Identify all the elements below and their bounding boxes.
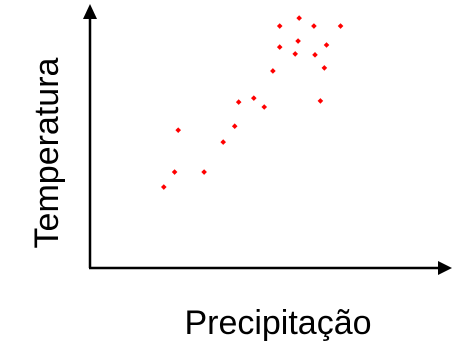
data-point bbox=[296, 15, 302, 21]
x-axis-arrowhead bbox=[438, 261, 452, 275]
data-point bbox=[175, 127, 181, 133]
data-point bbox=[201, 169, 207, 175]
data-point bbox=[323, 42, 330, 48]
data-point bbox=[317, 98, 324, 104]
data-point bbox=[235, 99, 242, 105]
data-point bbox=[321, 65, 328, 71]
x-axis-label: Precipitação bbox=[184, 304, 371, 342]
data-points bbox=[161, 15, 344, 190]
data-point bbox=[270, 68, 276, 74]
data-point bbox=[231, 123, 238, 129]
y-axis-arrowhead bbox=[83, 4, 97, 19]
data-point bbox=[220, 139, 226, 145]
data-point bbox=[311, 23, 317, 29]
data-point bbox=[171, 169, 178, 175]
data-point bbox=[292, 51, 298, 57]
data-point bbox=[251, 95, 257, 101]
data-point bbox=[295, 38, 301, 44]
data-point bbox=[261, 104, 268, 110]
data-point bbox=[276, 44, 283, 50]
data-point bbox=[337, 23, 344, 29]
y-axis-label: Temperatura bbox=[28, 57, 66, 248]
data-point bbox=[312, 52, 318, 58]
data-point bbox=[161, 184, 167, 190]
data-point bbox=[276, 23, 283, 29]
